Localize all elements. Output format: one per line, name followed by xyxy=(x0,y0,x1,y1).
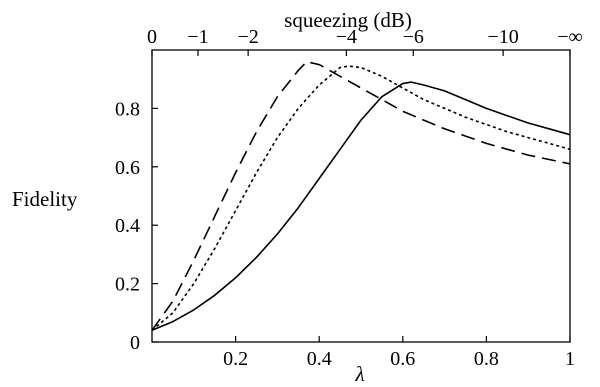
x2-tick-label: −1 xyxy=(187,26,208,48)
y-tick-label: 0.2 xyxy=(115,274,140,296)
plot-border xyxy=(151,49,571,343)
x2-tick-label: −4 xyxy=(336,26,357,48)
y-tick-label: 0.6 xyxy=(115,157,140,179)
y-tick-label: 0.4 xyxy=(115,215,140,237)
x-tick-label: 0.4 xyxy=(307,348,332,370)
y-axis-title: Fidelity xyxy=(12,187,78,211)
x2-tick-label: −10 xyxy=(487,26,518,48)
x2-tick-label: 0 xyxy=(147,26,157,48)
series-line-solid xyxy=(151,81,571,332)
plot-frame xyxy=(151,49,571,343)
y-tick-label: 0.8 xyxy=(115,98,140,120)
x-axis-title: λ xyxy=(354,362,364,386)
x-tick-label: 0.2 xyxy=(223,348,248,370)
x-tick-label: 0.8 xyxy=(474,348,499,370)
y-tick-label: 0 xyxy=(130,332,140,354)
x2-tick-label: −6 xyxy=(403,26,424,48)
axis-ticks: 0.2 0.4 0.6 0.8 1 0 0.2 0.4 0.6 0.8 0 −1 −2 −4 −6 −10 −∞ xyxy=(115,26,583,370)
x-tick-label: 1 xyxy=(565,348,575,370)
x2-tick-label: −2 xyxy=(237,26,258,48)
x2-tick-label: −∞ xyxy=(557,26,583,48)
series-line-dashed xyxy=(151,60,571,331)
series-line-dotted xyxy=(151,65,571,331)
data-lines xyxy=(151,60,571,332)
x-tick-label: 0.6 xyxy=(390,348,415,370)
top-axis-title: squeezing (dB) xyxy=(284,8,412,32)
